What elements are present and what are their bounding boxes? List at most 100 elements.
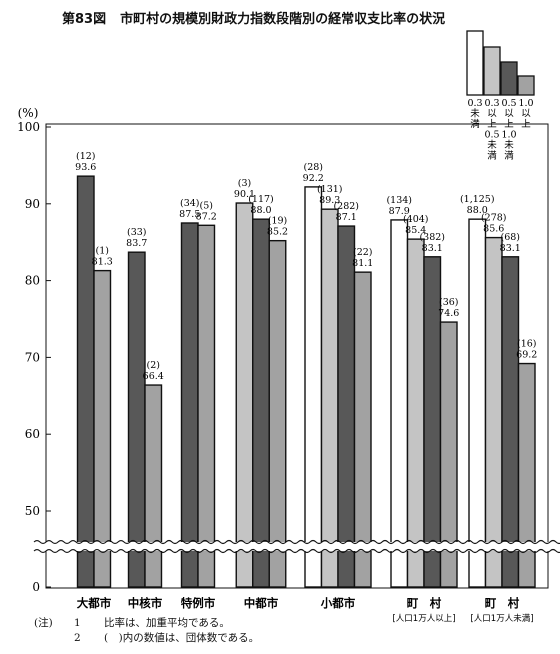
- category-label: 小都市: [320, 596, 356, 610]
- bar-count-label: (68): [500, 232, 520, 243]
- note-row-2: 2 ( )内の数値は、団体数である。: [34, 631, 259, 646]
- bar-count-label: (28): [303, 162, 323, 173]
- category-sublabel: [人口1万人以上]: [392, 614, 455, 624]
- legend-label: 上: [521, 119, 531, 130]
- bar-count-label: (2): [147, 360, 160, 371]
- bar: [235, 202, 254, 588]
- bar: [76, 175, 95, 588]
- bar-value-label: 90.1: [234, 189, 255, 200]
- chart-notes: (注) 1 比率は、加重平均である。 2 ( )内の数値は、団体数である。: [34, 616, 259, 646]
- y-tick-label: 60: [25, 427, 40, 441]
- bar-value-label: 92.2: [303, 173, 324, 184]
- category-label: 中都市: [244, 596, 279, 610]
- axis-break-gap: [34, 542, 552, 551]
- y-tick-label: 80: [25, 274, 40, 288]
- bar-count-label: (16): [517, 339, 537, 350]
- note-text-1: 比率は、加重平均である。: [104, 617, 230, 629]
- bar: [127, 251, 146, 588]
- bar: [304, 186, 323, 588]
- bar: [517, 362, 536, 588]
- legend-label: 上: [504, 119, 514, 130]
- plot-frame: [45, 123, 549, 589]
- bar: [484, 236, 503, 588]
- legend-label: 1.0: [518, 98, 533, 109]
- bar-count-label: (404): [403, 214, 429, 225]
- note-text-2: ( )内の数値は、団体数である。: [104, 632, 260, 644]
- y-tick-label: 90: [25, 197, 40, 211]
- bar-count-label: (19): [268, 216, 288, 227]
- category-sublabel: [人口1万人未満]: [470, 613, 533, 624]
- legend-label: 満: [470, 119, 480, 130]
- bar-value-label: 83.1: [422, 243, 443, 254]
- figure-title-text: 市町村の規模別財政力指数段階別の経常収支比率の状況: [120, 12, 446, 27]
- y-tick-label: 50: [25, 504, 40, 518]
- bar-value-label: 89.3: [319, 195, 340, 206]
- bar: [439, 321, 458, 588]
- legend-swatch: [500, 61, 518, 96]
- bar-value-label: 85.6: [483, 224, 504, 235]
- legend-swatch: [483, 46, 501, 96]
- legend-label: 上: [487, 119, 497, 130]
- legend-label: 0.5: [501, 98, 516, 109]
- bar-value-label: 87.5: [179, 209, 200, 220]
- legend-label: 満: [504, 151, 514, 162]
- bar-value-label: 83.1: [500, 243, 521, 254]
- bar-value-label: 85.4: [405, 225, 426, 236]
- category-label: 特例市: [181, 596, 216, 610]
- bar-count-label: (33): [127, 227, 147, 238]
- legend-label: 未: [504, 139, 514, 151]
- bar-count-label: (382): [419, 232, 445, 243]
- bar-count-label: (131): [317, 184, 343, 195]
- bar-count-label: (1,125): [460, 194, 495, 205]
- y-tick-label: 0: [32, 580, 40, 594]
- bar-count-label: (3): [238, 178, 251, 189]
- chart-title: 第83図 市町村の規模別財政力指数段階別の経常収支比率の状況: [62, 8, 445, 27]
- y-tick-label: 100: [17, 120, 40, 134]
- y-tick-label: 70: [25, 350, 40, 364]
- bar: [268, 239, 287, 588]
- bar-count-label: (12): [76, 151, 96, 162]
- bar-count-label: (1): [96, 246, 109, 257]
- bar: [468, 218, 487, 588]
- axis-break-line-top: [33, 539, 560, 545]
- bar: [197, 224, 216, 588]
- category-label: 町 村: [485, 596, 520, 610]
- legend-label: 以: [504, 109, 514, 120]
- legend-swatch: [517, 75, 535, 96]
- bar-value-label: 81.1: [352, 258, 373, 269]
- legend-label: 0.5: [484, 130, 499, 141]
- bar: [501, 256, 520, 588]
- legend-label: 0.3: [484, 98, 499, 109]
- category-label: 大都市: [77, 596, 112, 610]
- legend-label: 0.3: [467, 98, 482, 109]
- y-axis-label: (%): [18, 106, 39, 120]
- note-row-1: (注) 1 比率は、加重平均である。: [34, 616, 259, 631]
- bar: [93, 269, 112, 588]
- bar-count-label: (134): [386, 195, 412, 206]
- figure-number: 第83図: [62, 12, 107, 27]
- bar-value-label: 93.6: [75, 162, 96, 173]
- bar-count-label: (34): [180, 198, 200, 209]
- legend-label: 1.0: [501, 130, 516, 141]
- bar: [252, 218, 270, 588]
- category-label: 町 村: [407, 596, 442, 610]
- bar-value-label: 83.7: [126, 238, 147, 249]
- category-label: 中核市: [128, 596, 163, 610]
- bar-value-label: 66.4: [143, 371, 164, 382]
- legend-swatch: [466, 30, 484, 96]
- bar-value-label: 88.0: [467, 205, 488, 216]
- bar: [337, 225, 356, 588]
- legend-label: 以: [487, 109, 497, 120]
- bar: [320, 208, 339, 588]
- bar-count-label: (282): [333, 201, 359, 212]
- bar-count-label: (278): [481, 213, 507, 224]
- bar: [406, 238, 425, 588]
- legend-label: 以: [521, 109, 531, 120]
- legend-label: 未: [487, 139, 497, 151]
- bar-value-label: 87.1: [336, 212, 357, 223]
- bar-value-label: 85.2: [267, 227, 288, 238]
- note-label: (注): [34, 617, 53, 629]
- bar-value-label: 87.9: [389, 206, 410, 217]
- legend-label: 満: [487, 151, 497, 162]
